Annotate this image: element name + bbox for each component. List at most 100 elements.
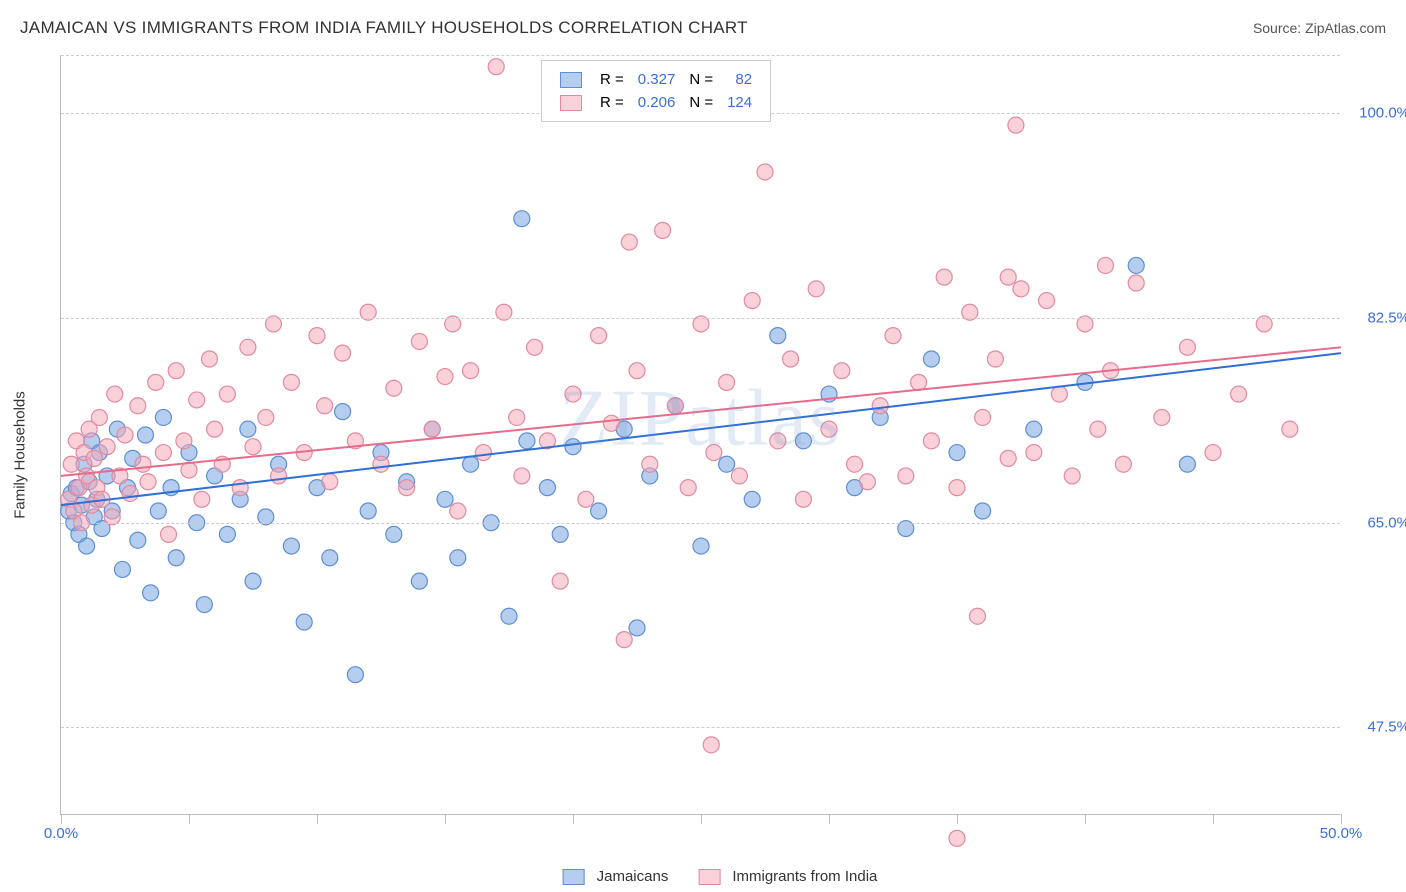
data-point — [399, 480, 415, 496]
xtick — [1213, 814, 1214, 824]
legend-swatch — [560, 95, 582, 111]
data-point — [245, 573, 261, 589]
data-point — [360, 503, 376, 519]
data-point — [969, 608, 985, 624]
data-point — [898, 468, 914, 484]
data-point — [795, 491, 811, 507]
data-point — [86, 450, 102, 466]
gridline-h — [61, 55, 1340, 56]
legend-label: Jamaicans — [597, 868, 669, 885]
data-point — [501, 608, 517, 624]
y-axis-label: Family Households — [12, 391, 29, 519]
data-point — [335, 345, 351, 361]
data-point — [975, 409, 991, 425]
data-point — [565, 439, 581, 455]
data-point — [463, 363, 479, 379]
legend-stats: R = 0.327 N = 82 R = 0.206 N = 124 — [541, 60, 771, 122]
data-point — [923, 433, 939, 449]
legend-r-label: R = — [594, 69, 630, 90]
data-point — [578, 491, 594, 507]
data-point — [629, 620, 645, 636]
gridline-h — [61, 318, 1340, 319]
data-point — [667, 398, 683, 414]
data-point — [1013, 281, 1029, 297]
ytick-label: 65.0% — [1367, 514, 1406, 531]
data-point — [936, 269, 952, 285]
data-point — [79, 538, 95, 554]
source-label: Source: ZipAtlas.com — [1253, 20, 1386, 36]
legend-n-label: N = — [683, 92, 719, 113]
data-point — [176, 433, 192, 449]
legend-swatch — [698, 869, 720, 885]
data-point — [114, 561, 130, 577]
xtick-label: 50.0% — [1320, 825, 1363, 842]
data-point — [450, 550, 466, 566]
data-point — [386, 380, 402, 396]
data-point — [911, 374, 927, 390]
legend-swatch — [560, 72, 582, 88]
data-point — [424, 421, 440, 437]
data-point — [317, 398, 333, 414]
data-point — [168, 363, 184, 379]
gridline-h — [61, 523, 1340, 524]
data-point — [122, 485, 138, 501]
data-point — [1179, 456, 1195, 472]
legend-item: Jamaicans — [563, 868, 669, 885]
data-point — [591, 503, 607, 519]
data-point — [91, 409, 107, 425]
data-point — [450, 503, 466, 519]
data-point — [719, 456, 735, 472]
legend-swatch — [563, 869, 585, 885]
data-point — [1282, 421, 1298, 437]
legend-label: Immigrants from India — [732, 868, 877, 885]
data-point — [196, 597, 212, 613]
data-point — [1179, 339, 1195, 355]
data-point — [189, 392, 205, 408]
data-point — [757, 164, 773, 180]
data-point — [373, 456, 389, 472]
data-point — [155, 409, 171, 425]
data-point — [335, 404, 351, 420]
data-point — [603, 415, 619, 431]
data-point — [386, 526, 402, 542]
data-point — [719, 374, 735, 390]
data-point — [271, 468, 287, 484]
data-point — [463, 456, 479, 472]
data-point — [240, 421, 256, 437]
legend-r-value: 0.327 — [632, 69, 682, 90]
legend-n-label: N = — [683, 69, 719, 90]
data-point — [219, 526, 235, 542]
gridline-h — [61, 727, 1340, 728]
data-point — [519, 433, 535, 449]
data-point — [283, 538, 299, 554]
chart-title: JAMAICAN VS IMMIGRANTS FROM INDIA FAMILY… — [20, 18, 748, 38]
data-point — [99, 439, 115, 455]
data-point — [975, 503, 991, 519]
xtick — [573, 814, 574, 824]
data-point — [539, 480, 555, 496]
data-point — [219, 386, 235, 402]
data-point — [135, 456, 151, 472]
data-point — [770, 433, 786, 449]
data-point — [808, 281, 824, 297]
data-point — [703, 737, 719, 753]
data-point — [642, 456, 658, 472]
xtick — [829, 814, 830, 824]
data-point — [475, 445, 491, 461]
xtick — [61, 814, 62, 824]
data-point — [283, 374, 299, 390]
data-point — [207, 421, 223, 437]
xtick-label: 0.0% — [44, 825, 78, 842]
data-point — [1115, 456, 1131, 472]
data-point — [130, 398, 146, 414]
data-point — [552, 526, 568, 542]
data-point — [437, 369, 453, 385]
data-point — [1039, 293, 1055, 309]
data-point — [923, 351, 939, 367]
data-point — [706, 445, 722, 461]
data-point — [322, 550, 338, 566]
xtick — [701, 814, 702, 824]
data-point — [744, 293, 760, 309]
plot-svg — [61, 55, 1340, 814]
data-point — [655, 222, 671, 238]
